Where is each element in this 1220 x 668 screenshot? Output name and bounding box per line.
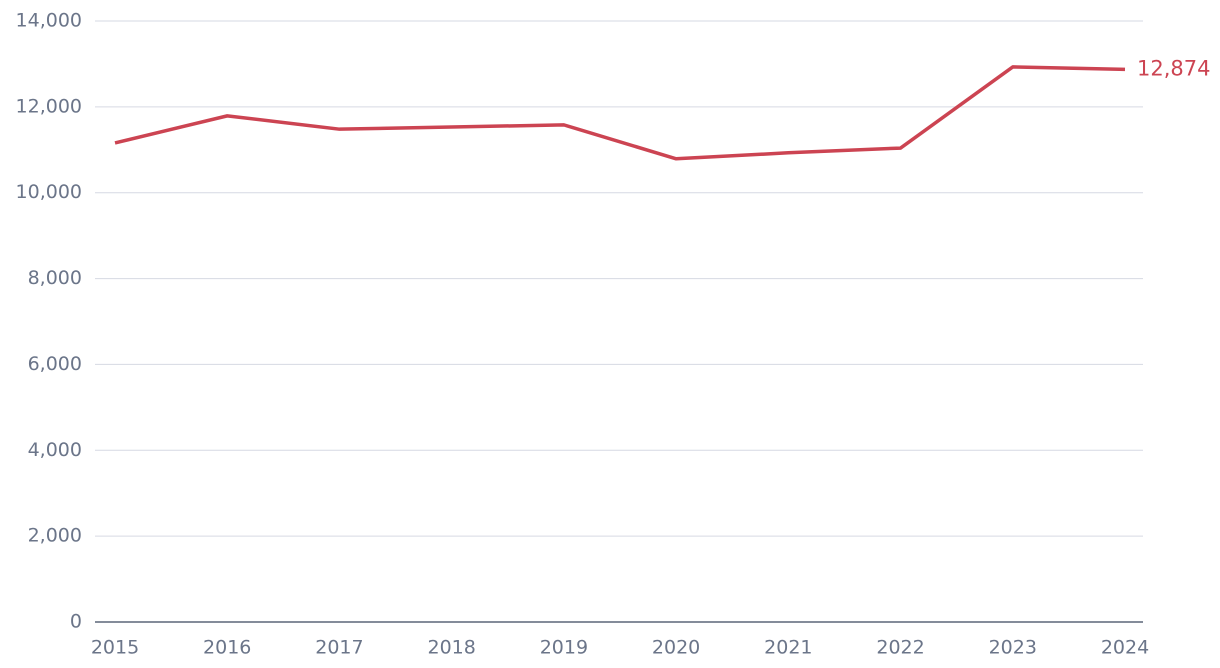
x-tick-label: 2022 [876, 637, 924, 659]
x-tick-label: 2019 [540, 637, 588, 659]
x-tick-label: 2021 [764, 637, 812, 659]
x-tick-label: 2023 [989, 637, 1037, 659]
x-tick-label: 2018 [427, 637, 475, 659]
line [114, 65, 1126, 161]
y-tick-label: 0 [70, 611, 82, 633]
x-tick-label: 2024 [1101, 637, 1149, 659]
y-tick-label: 10,000 [16, 181, 82, 203]
y-tick-label: 6,000 [28, 353, 82, 375]
y-tick-label: 8,000 [28, 267, 82, 289]
x-tick-label: 2015 [91, 637, 139, 659]
x-tick-label: 2016 [203, 637, 251, 659]
y-tick-label: 4,000 [28, 439, 82, 461]
y-tick-label: 12,000 [16, 95, 82, 117]
value-label: 12,874 [1137, 56, 1210, 80]
x-tick-label: 2020 [652, 637, 700, 659]
y-tick-label: 14,000 [16, 10, 82, 32]
x-tick-label: 2017 [315, 637, 363, 659]
y-tick-label: 2,000 [28, 525, 82, 547]
